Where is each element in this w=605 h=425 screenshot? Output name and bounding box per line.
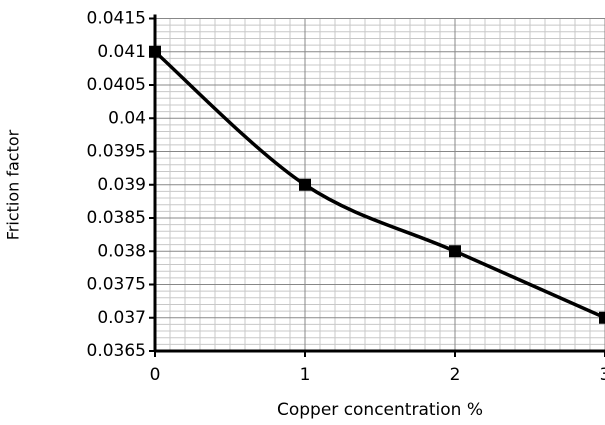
x-axis-label: Copper concentration %	[277, 400, 483, 420]
marker	[299, 178, 311, 191]
y-tick-label: 0.04	[108, 108, 146, 128]
x-tick-label: 2	[450, 365, 461, 385]
y-tick-label: 0.0375	[87, 275, 146, 295]
y-tick-label: 0.0415	[87, 9, 146, 29]
y-tick-label: 0.0395	[87, 142, 146, 162]
x-tick-label: 1	[300, 365, 311, 385]
line	[153, 50, 605, 320]
y-tick-label: 0.0385	[87, 208, 146, 228]
y-tick-label: 0.0365	[87, 341, 146, 361]
marker	[149, 45, 161, 58]
marker	[449, 245, 461, 258]
x-tick-label: 3	[600, 365, 605, 385]
y-tick-label: 0.038	[97, 241, 146, 261]
y-tick-label: 0.037	[97, 308, 146, 328]
y-tick-label: 0.041	[97, 42, 146, 62]
y-tick-label: 0.039	[97, 175, 146, 195]
marker	[599, 311, 605, 324]
y-axis-label: Friction factor	[4, 129, 23, 240]
y-tick-label: 0.0405	[87, 75, 146, 95]
x-tick-label: 0	[150, 365, 161, 385]
